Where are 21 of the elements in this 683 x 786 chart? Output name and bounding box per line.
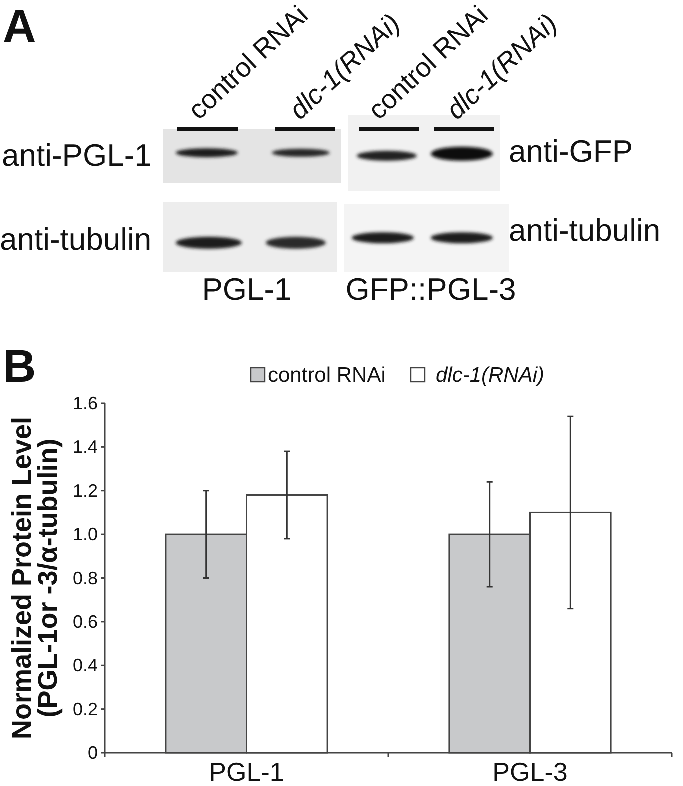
y-axis-title: Normalized Protein Level (PGL-1or -3/α-tubulin) bbox=[7, 416, 63, 740]
y-tick-label: 0 bbox=[88, 743, 98, 763]
y-tick-label: 0.6 bbox=[72, 612, 98, 632]
text: anti-GFP bbox=[509, 134, 634, 169]
y-tick-label: 1.2 bbox=[72, 480, 98, 501]
text: anti-PGL-1 bbox=[2, 138, 152, 173]
y-tick-label: 0.2 bbox=[72, 699, 98, 720]
text: GFP::PGL-3 bbox=[346, 272, 516, 307]
text: anti-tubulin bbox=[0, 222, 152, 257]
text: PGL-1 bbox=[202, 272, 292, 307]
y-tick-label: 1.4 bbox=[72, 437, 98, 458]
legend-label: dlc-1(RNAi) bbox=[436, 364, 545, 387]
text: B bbox=[3, 340, 36, 392]
legend-label: control RNAi bbox=[268, 364, 386, 387]
text: anti-tubulin bbox=[509, 213, 661, 248]
y-tick-label: 0.8 bbox=[72, 568, 98, 588]
y-tick-label: 0.4 bbox=[72, 656, 98, 676]
y-tick-label: 1.0 bbox=[72, 524, 98, 545]
x-tick-label: PGL-3 bbox=[492, 757, 568, 786]
text: A bbox=[3, 0, 36, 52]
y-tick-label: 1.6 bbox=[72, 394, 98, 414]
